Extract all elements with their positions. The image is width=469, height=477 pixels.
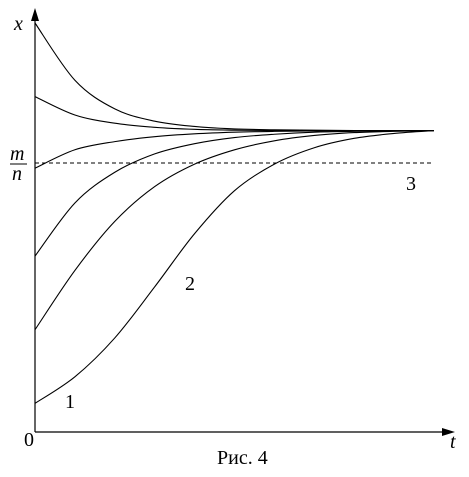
solution-curve-3 [34,129,434,169]
solution-curve-5 [34,130,435,331]
curve-label-1: 1 [65,391,75,413]
solution-curve-2 [34,96,434,132]
curve-label-3: 3 [406,173,416,195]
asymptote-label-numerator: m [10,143,24,165]
origin-label: 0 [24,429,34,451]
x-axis-label: t [450,431,456,453]
curve-label-2: 2 [185,273,195,295]
x-axis-arrow [442,428,455,436]
solution-curve-4 [34,130,435,257]
solution-curve-1 [34,22,434,132]
asymptote-label-denominator: n [12,163,22,185]
y-axis-arrow [31,8,39,21]
figure-caption: Рис. 4 [217,447,268,469]
curves-group [34,22,435,404]
y-axis-label: x [13,13,23,35]
solution-curve-6 [34,130,435,404]
